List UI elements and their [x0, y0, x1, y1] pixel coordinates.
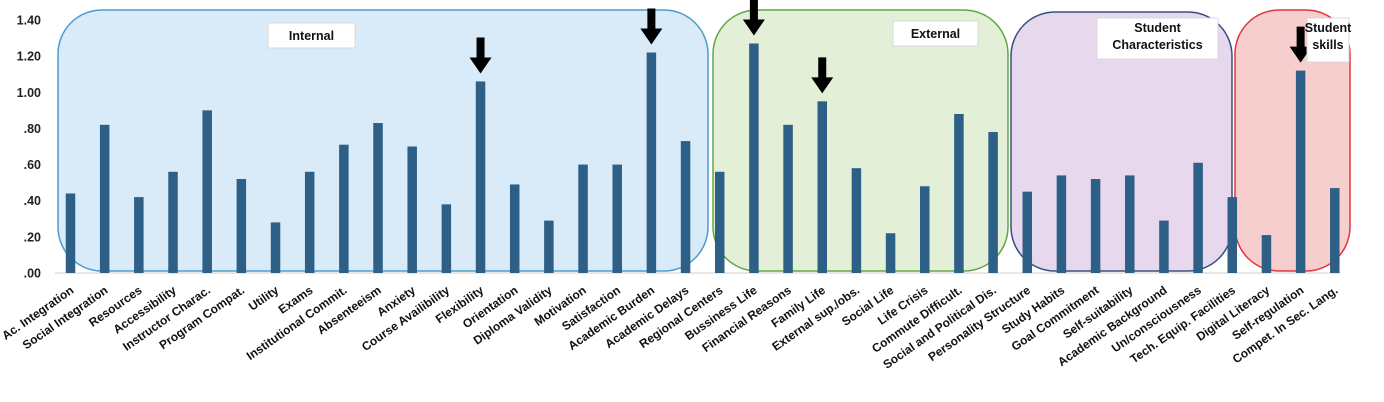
group-label-box-internal	[267, 22, 356, 49]
bar-commute-difficult	[954, 113, 964, 273]
group-panel-student-characteristics	[1010, 11, 1233, 272]
group-label-box-student-characteristics	[1096, 17, 1219, 60]
bar-utility	[270, 222, 281, 273]
bar-flexibility	[475, 81, 486, 273]
bar-ac-integration	[65, 193, 76, 273]
y-tick-label: 1.00	[17, 86, 41, 100]
y-tick-label: .60	[24, 158, 41, 172]
highlight-arrows	[469, 0, 1312, 94]
group-panel-internal	[57, 9, 709, 272]
bar-academic-delays	[680, 141, 691, 273]
bar-personality-structure	[1022, 191, 1033, 273]
bar-orientation	[509, 184, 520, 273]
bar-program-compat	[236, 179, 247, 273]
bar-academic-burden	[646, 52, 657, 274]
arrow-icon-flexibility	[469, 37, 492, 74]
arrow-icon-family-life	[811, 57, 834, 94]
group-label-box-student-skills	[1306, 17, 1350, 63]
bar-tech-equip-facilities	[1227, 197, 1238, 273]
group-panel-student-skills	[1234, 9, 1351, 272]
bar-bussiness-life	[749, 43, 759, 273]
group-label-student-characteristics: Student Characteristics	[1112, 21, 1202, 52]
bar-social-life	[885, 233, 896, 273]
bar-institutional-commit	[339, 144, 349, 273]
y-tick-label: 1.40	[17, 14, 41, 28]
bar-academic-background	[1159, 220, 1169, 273]
bar-financial-reasons	[783, 124, 793, 273]
bar-accessibility	[168, 171, 178, 273]
group-label-external: External	[911, 27, 960, 41]
group-label-box-external	[892, 20, 979, 47]
bar-self-suitability	[1125, 175, 1135, 273]
bar-resources	[134, 197, 144, 273]
bar-anxiety	[407, 146, 417, 273]
bar-compet-in-sec-lang	[1330, 188, 1340, 273]
bar-family-life	[817, 101, 827, 273]
bar-goal-commitment	[1090, 179, 1101, 273]
y-tick-label: .80	[24, 122, 41, 136]
bar-un-consciousness	[1193, 162, 1203, 273]
y-tick-label: .40	[24, 194, 41, 208]
bar-digital-literacy	[1261, 235, 1272, 273]
y-tick-label: 1.20	[17, 50, 41, 64]
group-label-student-skills: Student skills	[1305, 21, 1352, 52]
x-tick-label-utility: Utility	[246, 283, 282, 314]
bars	[65, 43, 1340, 274]
bar-absenteeism	[373, 123, 383, 273]
bar-diploma-validity	[544, 220, 554, 273]
arrow-icon-bussiness-life	[742, 0, 765, 36]
arrow-icon-self-regulation	[1289, 26, 1312, 63]
bar-self-regulation	[1295, 70, 1306, 273]
bar-study-habits	[1056, 175, 1067, 273]
bar-social-and-political-dis	[988, 132, 998, 273]
bar-satisfaction	[612, 164, 622, 273]
bar-exams	[304, 171, 315, 273]
y-tick-label: .20	[24, 230, 41, 244]
group-label-internal: Internal	[289, 29, 334, 43]
bar-course-availibility	[441, 204, 452, 273]
bar-external-sup-obs	[851, 168, 862, 273]
arrow-icon-academic-burden	[640, 8, 663, 45]
bar-life-crisis	[920, 186, 930, 273]
bar-instructor-charac	[202, 110, 212, 273]
bar-social-integration	[99, 124, 110, 273]
group-labels: Internal External Student Characteristics St…	[267, 17, 1352, 63]
bar-regional-centers	[714, 171, 725, 273]
y-tick-label: .00	[24, 267, 41, 281]
bar-motivation	[578, 164, 588, 273]
